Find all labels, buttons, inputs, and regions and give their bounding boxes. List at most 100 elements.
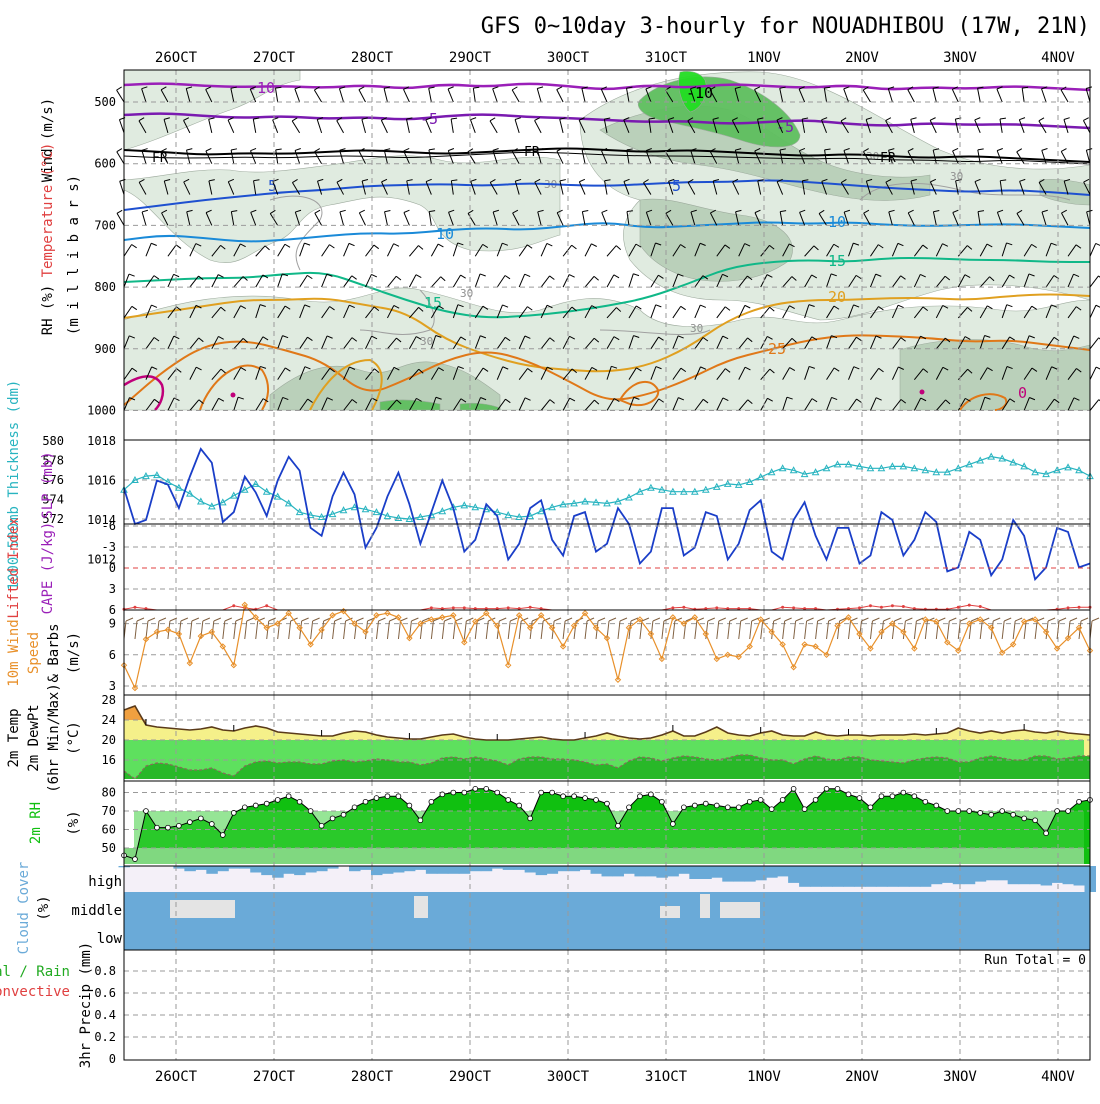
wind-barb-flag bbox=[250, 86, 256, 90]
wind-barb-flag bbox=[403, 148, 410, 152]
thickness-point bbox=[614, 497, 622, 505]
wind-barb bbox=[584, 337, 595, 350]
wind10-barb-flag bbox=[828, 617, 836, 622]
wind-barb-flag bbox=[326, 273, 333, 277]
wind-barb-flag bbox=[438, 305, 444, 310]
wind10-barb bbox=[562, 620, 566, 640]
wind-barb bbox=[716, 335, 724, 350]
thickness-point bbox=[196, 497, 205, 505]
wind-barb-flag bbox=[1041, 86, 1048, 90]
rh2m-point bbox=[340, 811, 347, 818]
wind-barb-flag bbox=[933, 209, 940, 213]
wind-barb bbox=[365, 397, 373, 411]
rh2m-point bbox=[1021, 815, 1027, 822]
wind-barb-flag bbox=[502, 242, 509, 246]
thickness-point bbox=[416, 513, 425, 521]
cloud-middle-gap bbox=[720, 902, 760, 918]
wind-barb bbox=[754, 150, 762, 164]
wind-barb bbox=[863, 212, 871, 226]
wind-barb-flag bbox=[339, 148, 346, 151]
wind-barb bbox=[474, 305, 484, 319]
wind-barb-flag bbox=[1083, 117, 1089, 121]
wind10-barb-flag bbox=[938, 617, 946, 622]
thickness-point bbox=[339, 506, 348, 514]
wind10-point bbox=[526, 624, 534, 631]
cloud-high-bar bbox=[294, 866, 306, 876]
rh2m-point bbox=[549, 789, 555, 796]
cloud-high-bar bbox=[239, 866, 251, 869]
wind-barb-flag bbox=[482, 243, 489, 248]
rh2m-point bbox=[296, 798, 303, 805]
cloud-high-bar bbox=[414, 866, 427, 870]
wind-barb-flag bbox=[361, 179, 369, 182]
wind-barb bbox=[1023, 335, 1030, 349]
wind-barb-flag bbox=[242, 276, 248, 281]
wind-barb bbox=[205, 89, 213, 103]
li-line bbox=[123, 604, 1090, 611]
rh2m-point bbox=[428, 798, 435, 805]
wind10-point bbox=[230, 661, 237, 669]
wind10-point bbox=[164, 626, 172, 634]
wind-barb bbox=[799, 212, 806, 226]
wind-barb bbox=[628, 305, 637, 319]
thickness-point bbox=[636, 487, 644, 495]
wind-barb bbox=[518, 274, 526, 288]
wind10-barb-flag bbox=[641, 617, 650, 622]
wind-barb bbox=[160, 151, 169, 164]
wind-barb bbox=[299, 366, 306, 380]
wind-barb bbox=[665, 213, 674, 226]
wind-barb bbox=[406, 180, 410, 195]
wind-barb-flag bbox=[571, 368, 578, 374]
wind-barb bbox=[843, 211, 849, 226]
wind10-point bbox=[790, 664, 797, 671]
wind-barb bbox=[537, 150, 542, 164]
wind-barb bbox=[430, 243, 439, 257]
wind-barb bbox=[935, 243, 943, 257]
wind-barb bbox=[672, 306, 682, 319]
wind-barb-flag bbox=[1050, 242, 1057, 246]
wind-barb bbox=[387, 275, 397, 288]
wind-barb-flag bbox=[944, 275, 951, 281]
wind10-barb-flag bbox=[169, 617, 178, 622]
rh2m-point bbox=[571, 793, 577, 799]
wind-barb bbox=[387, 243, 395, 257]
wind-barb bbox=[321, 306, 331, 319]
wind-barb-flag bbox=[965, 397, 971, 402]
rh2m-point bbox=[373, 795, 380, 801]
wind-barb-flag bbox=[875, 335, 882, 339]
cloud-high-bar bbox=[974, 866, 987, 882]
wind-barb bbox=[408, 274, 417, 288]
precip-ylabel-b: Convective bbox=[0, 984, 70, 1000]
wind-barb bbox=[253, 180, 257, 195]
x-label-top: 2NOV bbox=[845, 50, 879, 66]
wind-barb bbox=[167, 397, 175, 411]
wind10-point bbox=[186, 659, 194, 667]
thickness-point bbox=[658, 485, 666, 493]
cloud-level-high: high bbox=[88, 874, 122, 890]
wind-barb bbox=[1023, 305, 1033, 319]
rh2m-point bbox=[516, 802, 522, 809]
wind-barb bbox=[1041, 88, 1047, 103]
wind-barb bbox=[672, 335, 679, 349]
wind-barb-flag bbox=[799, 148, 806, 152]
wind10-point bbox=[779, 641, 786, 648]
wind-barb-flag bbox=[373, 244, 380, 250]
wind-barb bbox=[1067, 306, 1077, 319]
wind-barb-flag bbox=[524, 335, 531, 339]
wind-barb-flag bbox=[623, 117, 630, 121]
wind-barb-flag bbox=[757, 179, 764, 182]
rh2m-point bbox=[626, 804, 632, 811]
wind-barb-flag bbox=[898, 366, 904, 370]
wind-barb-flag bbox=[393, 305, 400, 309]
wind-barb bbox=[935, 367, 944, 380]
wind10-barb bbox=[804, 620, 808, 640]
thickness-point bbox=[855, 462, 864, 470]
wind-barb bbox=[518, 397, 526, 411]
wind-panel: 963 bbox=[109, 601, 1100, 696]
wind-barb bbox=[907, 89, 915, 103]
wind-barb bbox=[277, 397, 284, 411]
wind-barb-flag bbox=[853, 242, 860, 246]
wind-barb-flag bbox=[546, 243, 553, 247]
